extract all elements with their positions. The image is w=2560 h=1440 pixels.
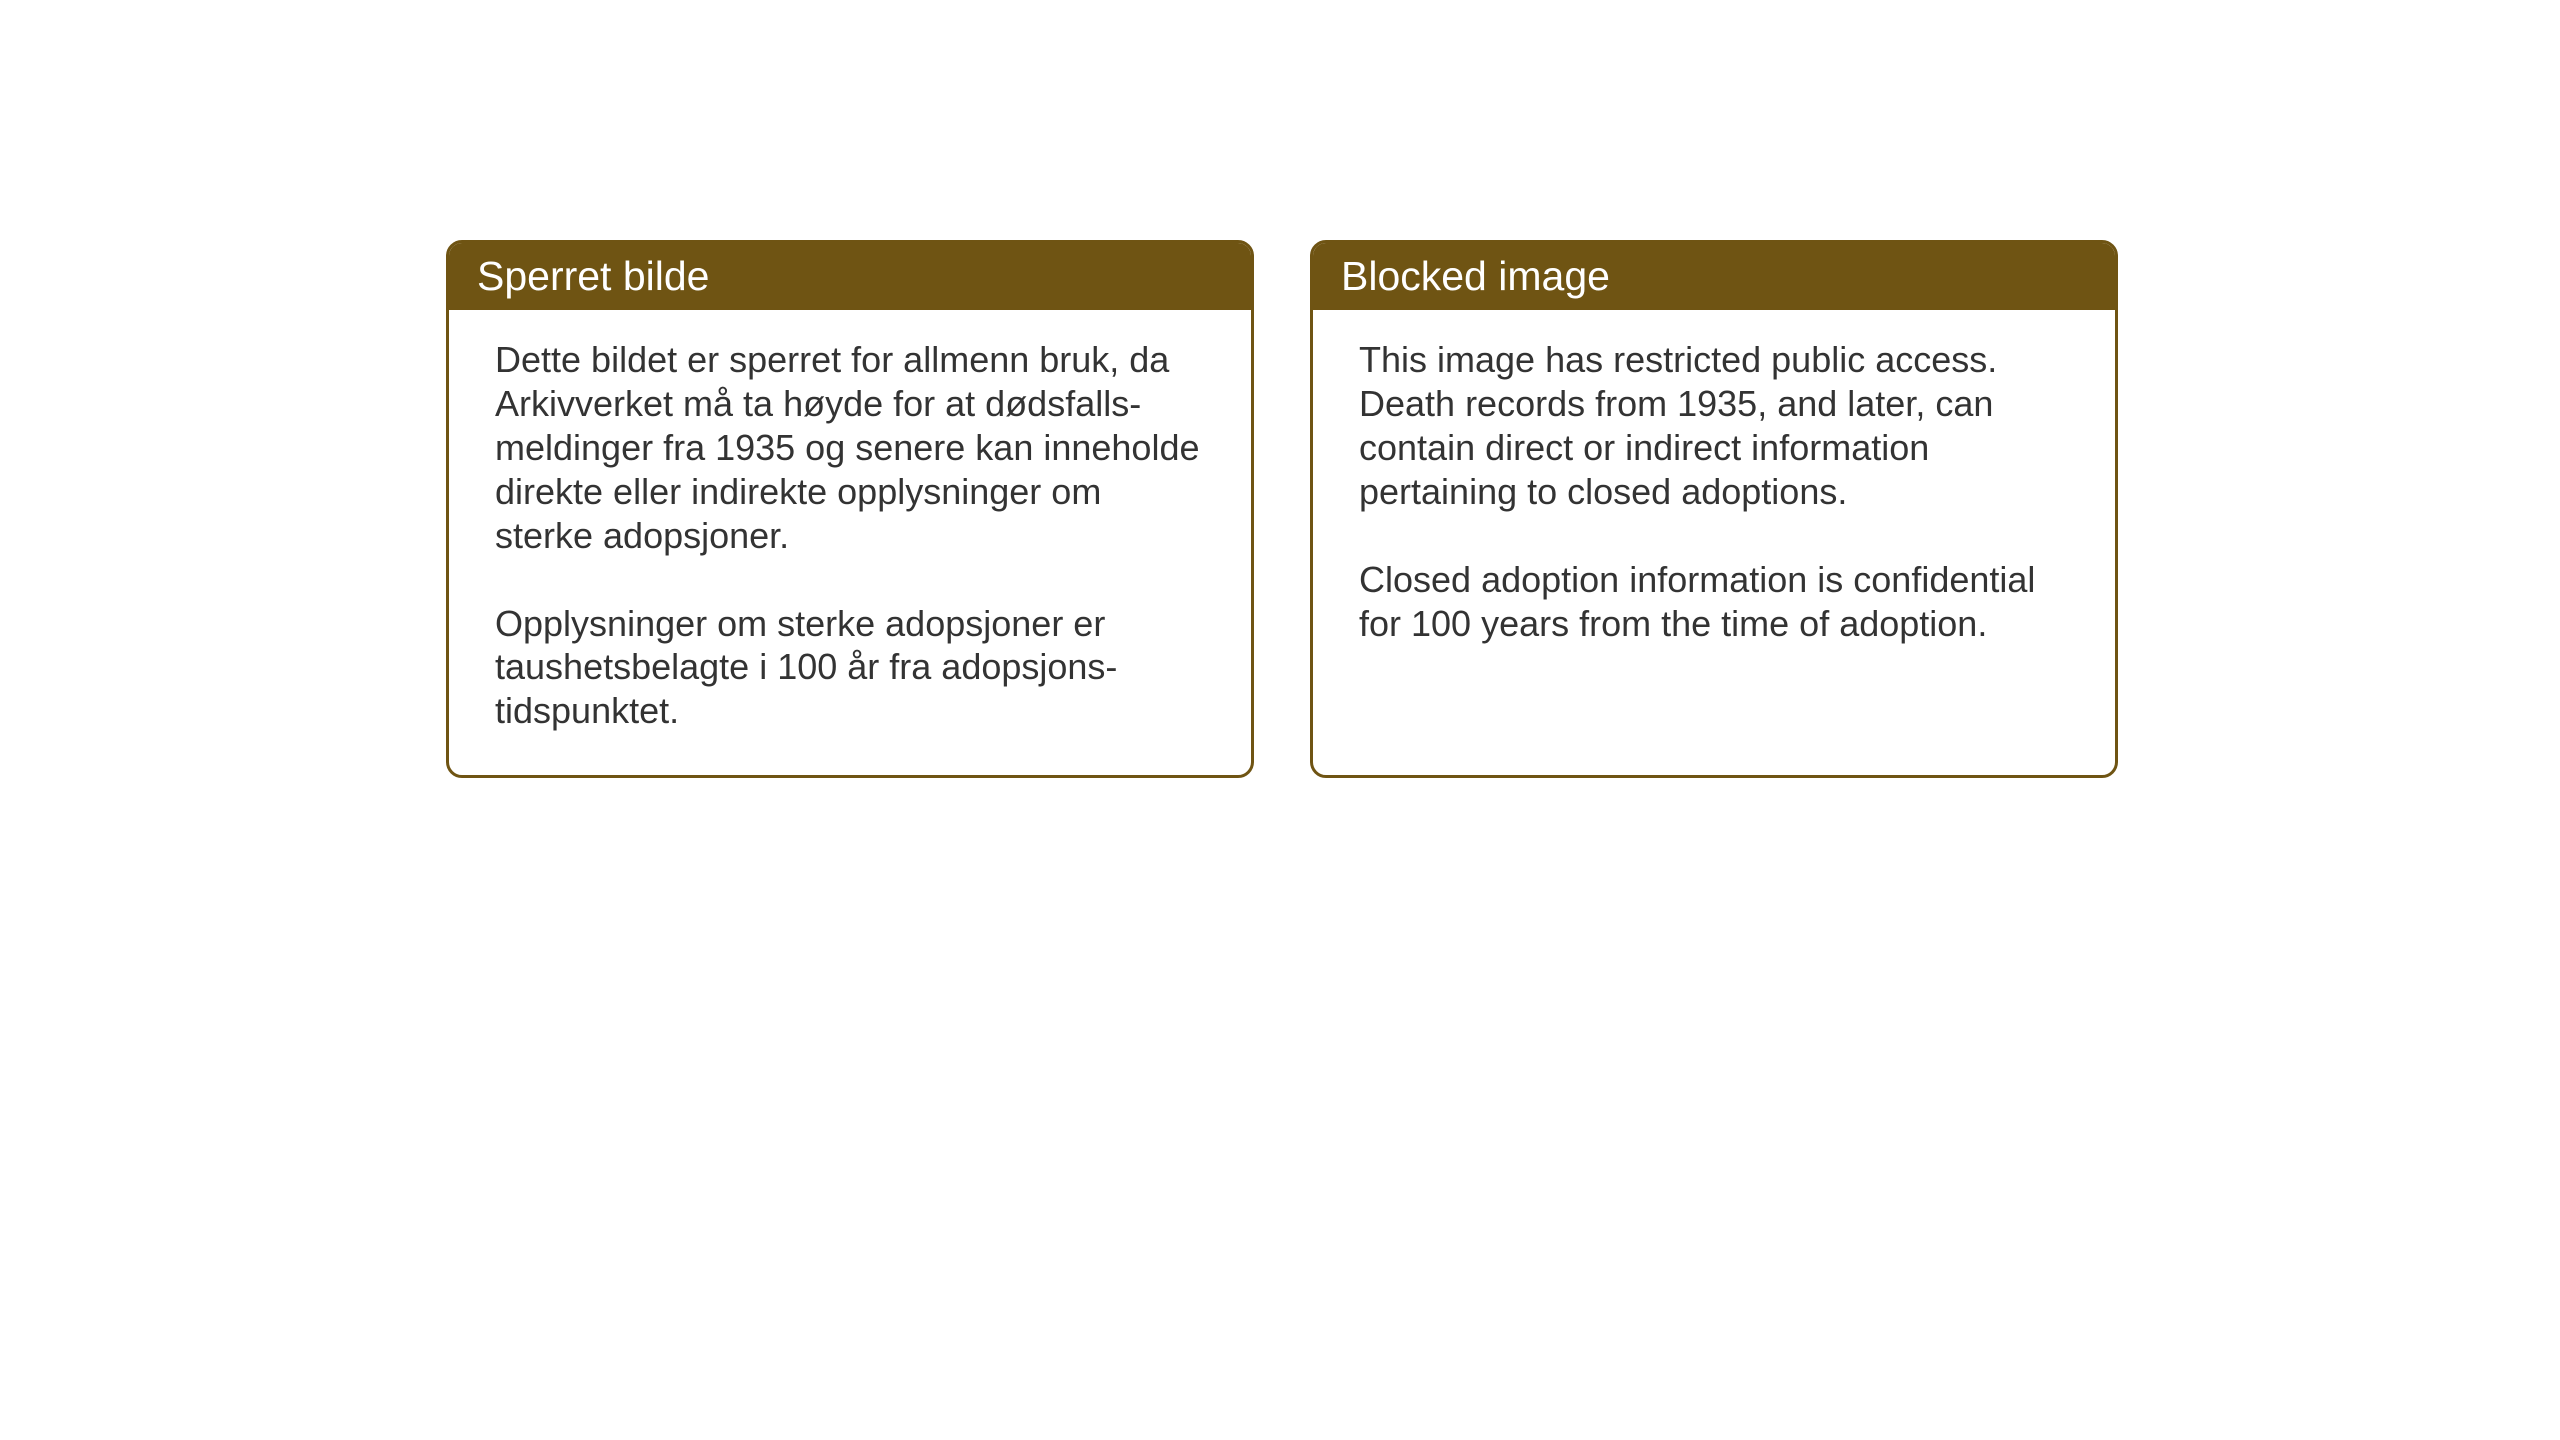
- card-title-english: Blocked image: [1341, 253, 1610, 299]
- card-body-english: This image has restricted public access.…: [1313, 310, 2115, 687]
- card-para2-norwegian: Opplysninger om sterke adopsjoner er tau…: [495, 602, 1205, 734]
- notice-card-english: Blocked image This image has restricted …: [1310, 240, 2118, 778]
- card-para1-norwegian: Dette bildet er sperret for allmenn bruk…: [495, 338, 1205, 558]
- card-body-norwegian: Dette bildet er sperret for allmenn bruk…: [449, 310, 1251, 775]
- card-title-norwegian: Sperret bilde: [477, 253, 709, 299]
- card-header-english: Blocked image: [1313, 243, 2115, 310]
- card-para1-english: This image has restricted public access.…: [1359, 338, 2069, 514]
- card-para2-english: Closed adoption information is confident…: [1359, 558, 2069, 646]
- notice-container: Sperret bilde Dette bildet er sperret fo…: [446, 240, 2118, 778]
- card-header-norwegian: Sperret bilde: [449, 243, 1251, 310]
- notice-card-norwegian: Sperret bilde Dette bildet er sperret fo…: [446, 240, 1254, 778]
